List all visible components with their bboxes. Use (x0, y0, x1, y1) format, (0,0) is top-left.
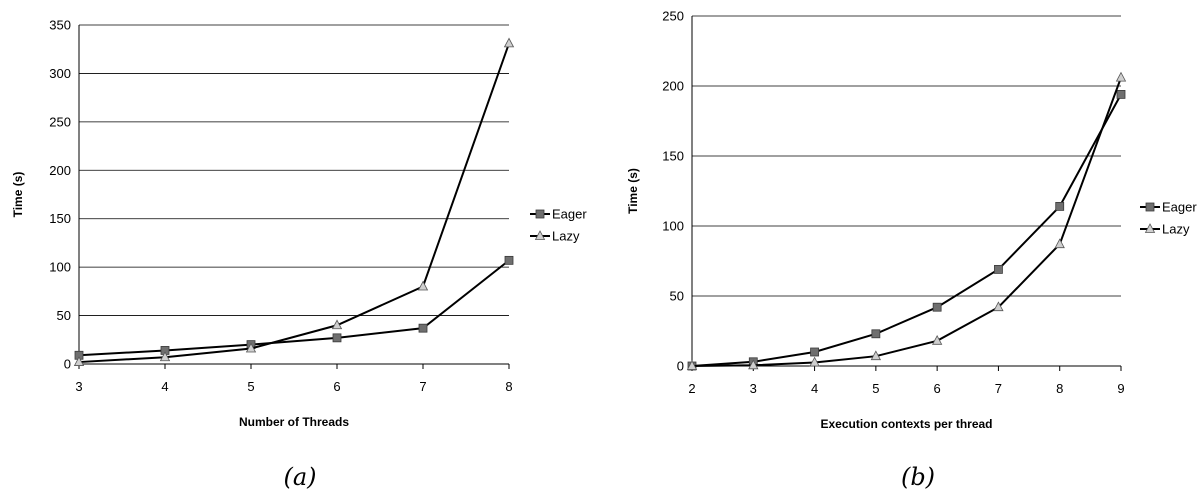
chart-a-y-tick-label: 0 (64, 357, 71, 372)
chart-a-legend-lazy-marker (534, 230, 546, 240)
chart-b-x-tick-label: 8 (1056, 381, 1063, 396)
chart-b-legend-eager-marker (1145, 202, 1155, 212)
chart-a-y-axis-title: Time (s) (11, 172, 25, 218)
chart-b-legend-eager-label: Eager (1162, 200, 1197, 215)
chart-a: 0 50 100 150 200 250 300 350 3 4 5 6 7 8 Number of Thr… (0, 0, 600, 495)
chart-b-series-eager-point (932, 302, 942, 312)
chart-b-series-eager-point (1116, 90, 1126, 99)
chart-a-y-tick-label: 300 (49, 66, 71, 81)
chart-b-x-tick-label: 2 (688, 381, 695, 396)
chart-a-series-eager-point (504, 255, 514, 265)
chart-a-series-lazy-point (503, 37, 515, 48)
chart-a-series-eager-point (332, 333, 342, 343)
chart-a-series-eager-point (418, 323, 428, 333)
chart-a-y-tick-label: 350 (49, 18, 71, 33)
chart-b-y-tick-label: 200 (662, 79, 684, 94)
chart-b-y-tick-label: 250 (662, 9, 684, 24)
chart-b-series-eager-point (810, 347, 819, 357)
chart-a-y-tick-label: 100 (49, 260, 71, 275)
chart-a-y-tick-label: 150 (49, 211, 71, 226)
chart-a-series-lazy-point (159, 351, 171, 362)
chart-b-series-lazy-point (1115, 71, 1127, 82)
chart-b-series-lazy-point (809, 356, 820, 367)
chart-b-svg: 0 50 100 150 200 250 2 3 4 5 6 7 8 9 Execution context… (626, 9, 1197, 492)
chart-b-series-lazy-point (748, 359, 759, 370)
chart-a-series-lazy-line (78, 43, 510, 364)
chart-b-legend-lazy-label: Lazy (1162, 222, 1190, 237)
chart-a-series-eager-line (78, 259, 510, 357)
chart-a-y-tick-label: 50 (57, 308, 71, 323)
chart-a-x-tick-label: 8 (505, 379, 512, 394)
chart-b-series-lazy-line (691, 77, 1122, 367)
chart-a-x-axis-title: Number of Threads (239, 415, 349, 429)
chart-a-x-tick-label: 3 (75, 379, 82, 394)
chart-a-y-tick-label: 250 (49, 114, 71, 129)
chart-b-x-axis-title: Execution contexts per thread (820, 417, 992, 431)
chart-b-series-eager-point (1055, 201, 1065, 211)
chart-a-svg: 0 50 100 150 200 250 300 350 3 4 5 6 7 8 Number of Thr… (11, 18, 587, 492)
chart-a-series-lazy-point (245, 342, 257, 353)
chart-b-series-lazy-point (1054, 238, 1065, 249)
chart-b-series-lazy-point (931, 334, 943, 345)
chart-b-x-tick-label: 4 (811, 381, 818, 396)
chart-a-series-lazy-point (331, 319, 343, 330)
chart-b-y-tick-label: 150 (662, 149, 684, 164)
chart-b-y-tick-label: 100 (662, 219, 684, 234)
chart-b-legend-lazy-marker (1144, 223, 1156, 233)
chart-a-x-tick-label: 4 (161, 379, 168, 394)
chart-a-legend-eager-marker (535, 209, 545, 219)
chart-a-legend-lazy-label: Lazy (552, 229, 580, 244)
chart-b: 0 50 100 150 200 250 2 3 4 5 6 7 8 9 Execution context… (600, 0, 1203, 495)
chart-a-x-tick-label: 5 (247, 379, 254, 394)
chart-a-caption: (a) (283, 463, 316, 491)
chart-b-x-tick-label: 6 (934, 381, 941, 396)
chart-b-caption: (b) (901, 463, 935, 491)
chart-a-series-lazy-point (417, 280, 429, 291)
chart-b-x-tick-label: 5 (872, 381, 879, 396)
chart-a-x-tick-label: 6 (333, 379, 340, 394)
chart-a-series-lazy-point (73, 356, 85, 366)
chart-b-series-lazy-point (993, 301, 1004, 312)
chart-b-x-tick-label: 9 (1117, 381, 1124, 396)
chart-b-series-lazy-point (686, 360, 698, 370)
chart-b-series-eager-line (691, 93, 1122, 367)
chart-b-y-tick-label: 50 (670, 289, 684, 304)
chart-b-series-lazy-point (870, 350, 882, 361)
chart-a-x-tick-label: 7 (419, 379, 426, 394)
chart-b-series-eager-point (871, 329, 881, 339)
chart-b-x-tick-label: 3 (750, 381, 757, 396)
chart-b-x-tick-label: 7 (995, 381, 1002, 396)
chart-b-y-tick-label: 0 (677, 359, 684, 374)
chart-a-y-tick-label: 200 (49, 163, 71, 178)
chart-a-legend-eager-label: Eager (552, 207, 587, 222)
chart-b-y-axis-title: Time (s) (626, 168, 640, 214)
chart-b-series-eager-point (994, 264, 1003, 274)
